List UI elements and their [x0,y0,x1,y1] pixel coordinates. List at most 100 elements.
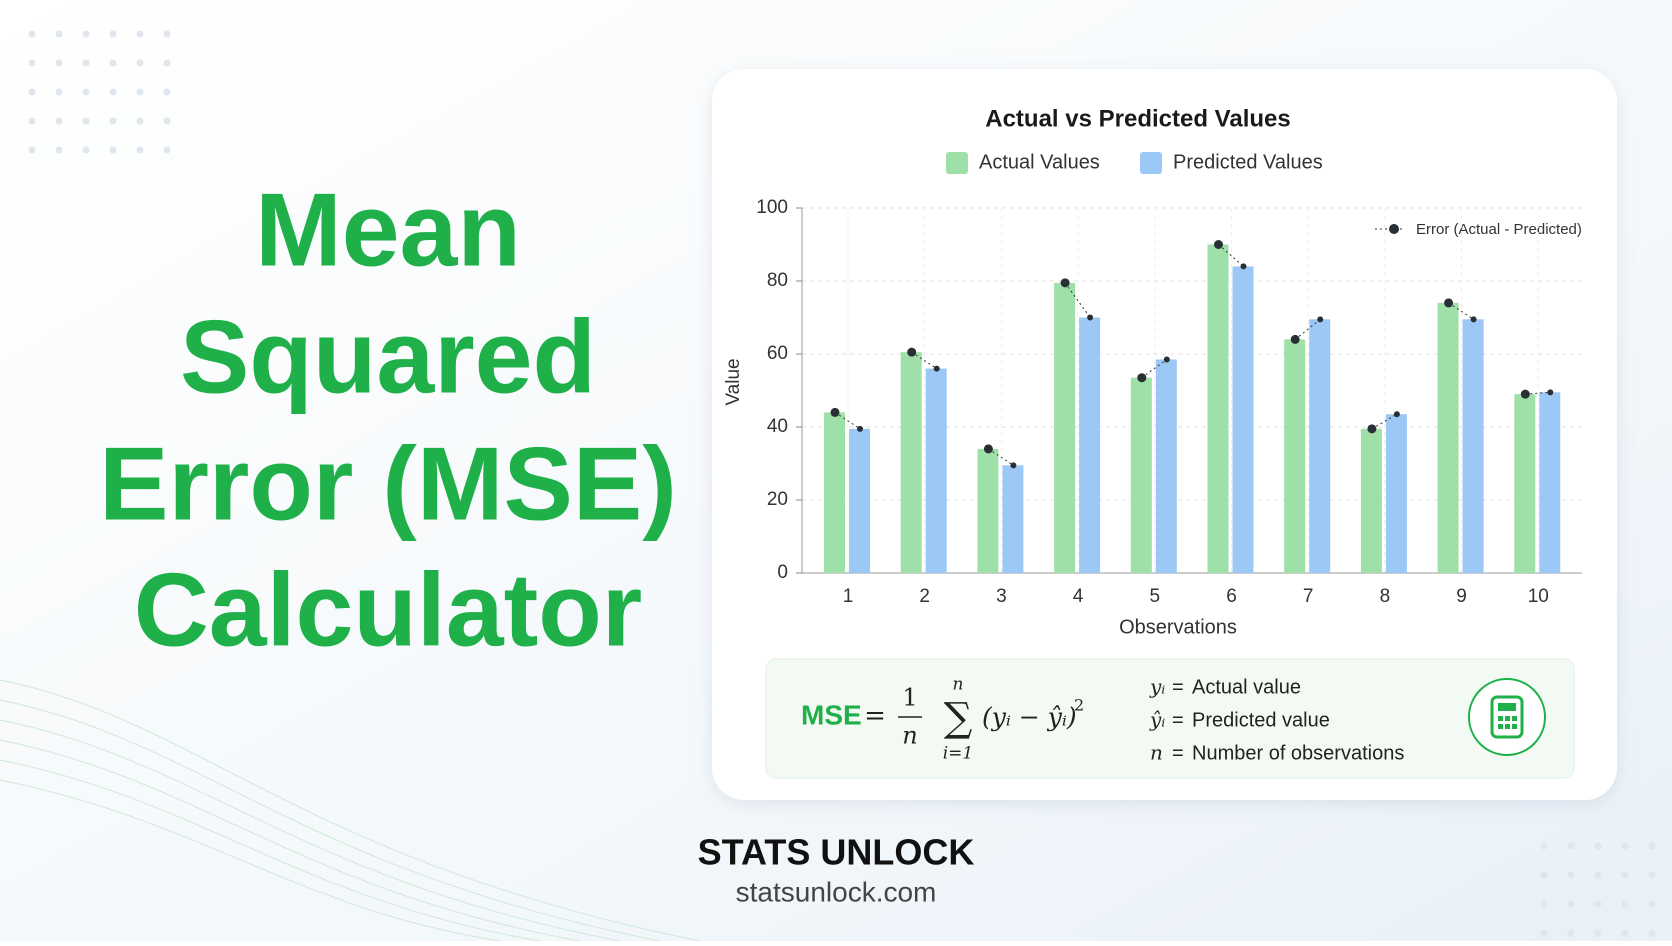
bar [1002,465,1024,573]
y-tick-label: 60 [767,343,788,364]
error-dot [1290,334,1300,344]
error-dot [1317,316,1324,323]
chart: Actual Values Predicted Values Error (Actu… [723,151,1582,638]
calculator-icon [1468,678,1546,756]
error-line [1218,244,1244,267]
error-dot [1087,314,1094,321]
headline-line: Error (MSE) [99,426,677,542]
error-dot [857,425,863,432]
bar [900,352,922,573]
y-axis-label: Value [723,358,744,405]
error-dot [1367,424,1377,434]
bar [1462,319,1484,573]
bar [1514,394,1536,573]
formula-box [765,658,1575,779]
legend-swatch [1140,152,1162,174]
error-dot [1214,240,1223,249]
error-dot [1444,298,1454,308]
formula-exponent: 2 [1074,696,1084,715]
def-equals: = [1172,742,1184,764]
error-dot [1520,389,1530,399]
error-dot [1547,389,1554,396]
error-dot [933,365,940,372]
error-dot [1010,462,1017,469]
y-tick-label: 0 [777,562,788,583]
error-line [1064,282,1091,318]
brand-url: statsunlock.com [736,876,937,907]
error-dot [1470,316,1477,323]
x-tick-label: 9 [1456,586,1467,607]
error-dot [1163,356,1170,363]
x-tick-label: 8 [1380,586,1391,607]
error-dot [907,347,917,357]
bar [1385,414,1407,573]
error-dot [1393,411,1400,418]
formula-term: (yᵢ − ŷᵢ) [982,703,1077,732]
legend-error-dot [1389,224,1399,234]
bar [1437,302,1459,573]
legend-label: Predicted Values [1173,151,1323,173]
x-tick-label: 5 [1150,586,1161,607]
def-text: Number of observations [1192,742,1404,764]
bar [1079,317,1101,573]
def-text: Predicted value [1192,709,1330,731]
bar [1539,392,1561,573]
chart-title: Actual vs Predicted Values [985,105,1290,132]
wave-lines [0,679,701,942]
x-tick-label: 7 [1303,586,1314,607]
formula-numerator: 1 [902,684,917,712]
brand: STATS UNLOCK [698,832,975,873]
x-tick-label: 1 [843,586,854,607]
x-axis-label: Observations [1119,616,1237,638]
error-line [1294,318,1321,340]
bar [1130,377,1152,573]
headline: Mean Squared Error (MSE) Calculator [99,172,677,668]
headline-line: Mean [255,172,521,288]
bar [977,448,999,573]
x-tick-label: 3 [996,586,1007,607]
headline-line: Squared [180,299,596,415]
y-tick-label: 40 [767,416,788,437]
error-dot [830,407,840,417]
bar [1054,282,1076,573]
bar [1309,319,1331,573]
bar [824,412,845,573]
def-symbol: yᵢ [1149,675,1165,699]
legend-label: Actual Values [979,151,1100,173]
def-equals: = [1172,709,1184,731]
formula-denominator: n [902,722,917,750]
headline-line: Calculator [134,552,643,668]
bar [849,428,870,573]
def-symbol: n [1150,741,1163,765]
definitions: yᵢ = Actual value ŷᵢ = Predicted value n… [1149,675,1404,765]
legend-error-label: Error (Actual - Predicted) [1416,221,1582,238]
formula-lhs: MSE [801,699,862,730]
formula-sum-bottom: i=1 [943,744,974,764]
error-dot [983,444,993,454]
def-equals: = [1172,676,1184,698]
bar [1155,359,1177,573]
bar [1284,339,1306,573]
bar [1232,266,1254,573]
x-tick-label: 2 [919,586,930,607]
dot-pattern [1540,830,1672,941]
y-tick-label: 20 [767,489,788,510]
formula-sum: ∑ [944,695,973,741]
formula-sum-top: n [953,675,964,695]
error-line [1525,391,1551,395]
bar [1360,428,1382,573]
def-text: Actual value [1192,676,1301,698]
x-tick-label: 6 [1226,586,1237,607]
x-tick-label: 4 [1073,586,1084,607]
dot-pattern [10,10,175,175]
error-line [1141,359,1168,379]
error-dot [1240,263,1247,270]
error-dot [1137,373,1147,383]
bar [925,368,947,573]
y-tick-label: 80 [767,270,788,291]
legend-swatch [946,152,968,174]
bar [1207,244,1229,573]
formula-equals: = [864,701,886,731]
